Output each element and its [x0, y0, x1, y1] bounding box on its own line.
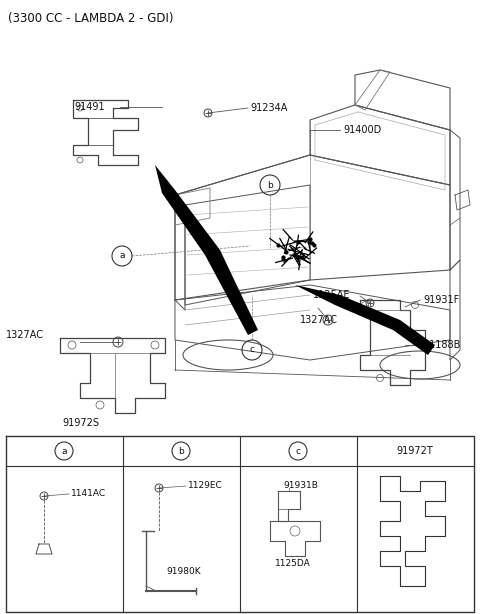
Text: 91234A: 91234A	[250, 103, 288, 113]
Text: 1129EC: 1129EC	[188, 481, 223, 491]
Text: c: c	[296, 446, 300, 456]
PathPatch shape	[295, 285, 435, 355]
Text: 91491: 91491	[74, 102, 105, 112]
Text: b: b	[267, 181, 273, 190]
Text: a: a	[61, 446, 67, 456]
Text: 1327AC: 1327AC	[300, 315, 338, 325]
Text: 91972T: 91972T	[396, 446, 433, 456]
Text: b: b	[178, 446, 184, 456]
Text: 1141AC: 1141AC	[71, 489, 106, 499]
Text: (3300 CC - LAMBDA 2 - GDI): (3300 CC - LAMBDA 2 - GDI)	[8, 12, 173, 25]
Text: 1125AE: 1125AE	[312, 290, 350, 300]
Text: 1125DA: 1125DA	[275, 559, 311, 569]
Text: 91980K: 91980K	[166, 567, 201, 575]
PathPatch shape	[155, 165, 258, 335]
Text: 91931F: 91931F	[423, 295, 459, 305]
Text: 91931B: 91931B	[283, 481, 318, 491]
Text: 1327AC: 1327AC	[6, 330, 44, 340]
Text: a: a	[119, 252, 125, 260]
Text: 91972S: 91972S	[62, 418, 99, 428]
Text: 91400D: 91400D	[343, 125, 381, 135]
Text: 91188B: 91188B	[423, 340, 460, 350]
Text: c: c	[250, 346, 254, 354]
